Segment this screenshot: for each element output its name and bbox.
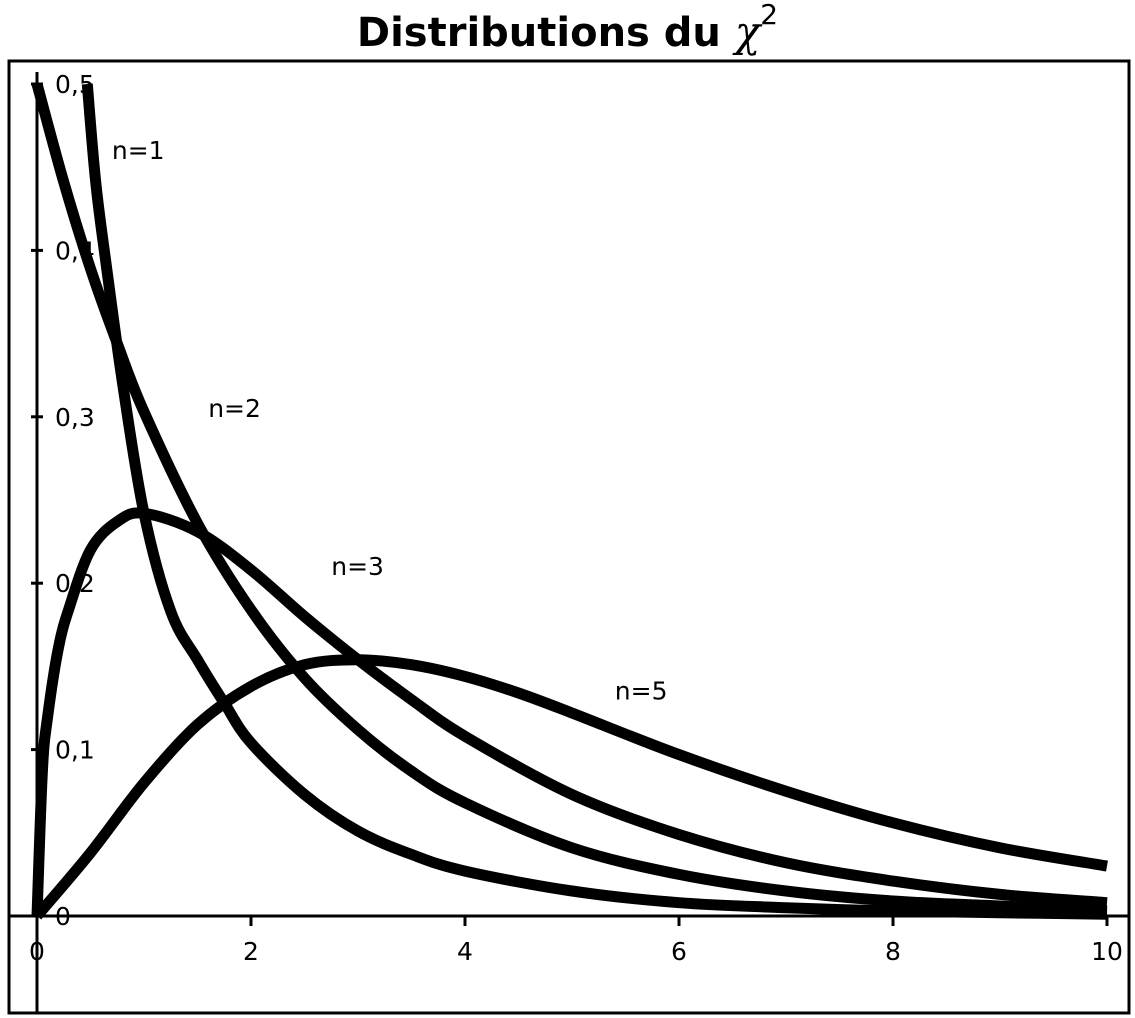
chi-exponent: 2 <box>760 0 779 31</box>
curve-label-n-3: n=3 <box>331 552 384 581</box>
y-tick-label: 0 <box>55 902 71 931</box>
curve-n-1 <box>81 83 1108 920</box>
curve-n-5 <box>32 654 1108 920</box>
x-tick-label: 10 <box>1091 937 1123 966</box>
curves <box>31 82 1108 920</box>
chi-symbol: χ <box>734 7 761 56</box>
y-tick-label: 0,2 <box>55 569 95 598</box>
curve-label-n-1: n=1 <box>112 136 165 165</box>
curve-label-n-2: n=2 <box>208 394 261 423</box>
y-tick-label: 0,4 <box>55 236 95 265</box>
curve-label-n-5: n=5 <box>615 677 668 706</box>
curve-n-2 <box>31 82 1108 917</box>
plot-frame <box>7 59 1131 1015</box>
x-tick-label: 8 <box>885 937 901 966</box>
x-tick-label: 4 <box>457 937 473 966</box>
chart-title: Distributions du χ2 <box>0 1 1135 57</box>
tick-labels: 0 2 4 6 8 10 0 0,1 0,2 0,3 0,4 0,5 n=1 n=2 n=3 n=5 <box>29 70 1123 966</box>
y-tick-label: 0,3 <box>55 403 95 432</box>
x-tick-label: 0 <box>29 937 45 966</box>
chart-title-text: Distributions du <box>356 10 735 56</box>
x-tick-label: 2 <box>243 937 259 966</box>
y-tick-label: 0,1 <box>55 736 95 765</box>
x-tick-label: 6 <box>671 937 687 966</box>
curve-n-3 <box>31 507 1108 917</box>
axes <box>9 72 1129 1013</box>
y-tick-label: 0,5 <box>55 70 95 99</box>
